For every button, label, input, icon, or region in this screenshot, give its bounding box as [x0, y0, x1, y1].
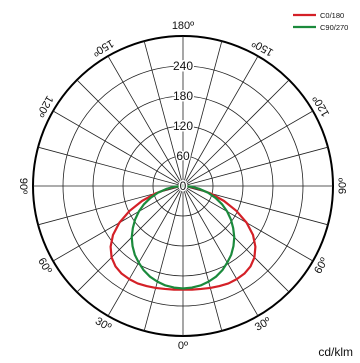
grid-spoke	[107, 55, 184, 187]
grid-spoke	[182, 41, 223, 187]
intensity-curves	[109, 184, 257, 291]
grid-spoke	[143, 41, 184, 187]
grid-spoke	[182, 79, 290, 187]
angle-label: 0º	[178, 340, 188, 352]
radial-tick-label: 240	[173, 59, 193, 73]
angle-label: 90º	[17, 178, 29, 194]
radial-tick-label: 180	[173, 89, 193, 103]
radial-tick-label: 60	[176, 149, 190, 163]
grid-spoke	[182, 185, 223, 331]
angle-label: 120º	[34, 93, 56, 118]
legend-label: C90/270	[320, 23, 348, 32]
angle-label: 120º	[311, 93, 333, 118]
grid-spoke	[76, 185, 184, 293]
grid-spoke	[182, 185, 259, 317]
grid-spoke	[143, 185, 184, 331]
grid-spoke	[182, 185, 290, 293]
series-curve-c90-270	[130, 184, 236, 290]
grid-spoke	[38, 146, 184, 187]
grid-spoke	[182, 55, 259, 187]
grid-spoke	[52, 110, 184, 187]
angle-label: 150º	[250, 37, 275, 59]
legend: C0/180 C90/270	[293, 11, 348, 32]
radial-tick-label: 120	[173, 119, 193, 133]
angle-label: 150º	[90, 37, 115, 59]
angle-label: 180º	[172, 20, 194, 32]
grid-spoke	[107, 185, 184, 317]
grid-spoke	[76, 79, 184, 187]
angle-label: 90º	[337, 178, 349, 194]
unit-label: cd/klm	[318, 345, 353, 359]
grid-spoke	[182, 110, 314, 187]
radial-tick-label: 0	[180, 179, 187, 193]
legend-label: C0/180	[320, 11, 344, 20]
grid-spoke	[182, 146, 328, 187]
